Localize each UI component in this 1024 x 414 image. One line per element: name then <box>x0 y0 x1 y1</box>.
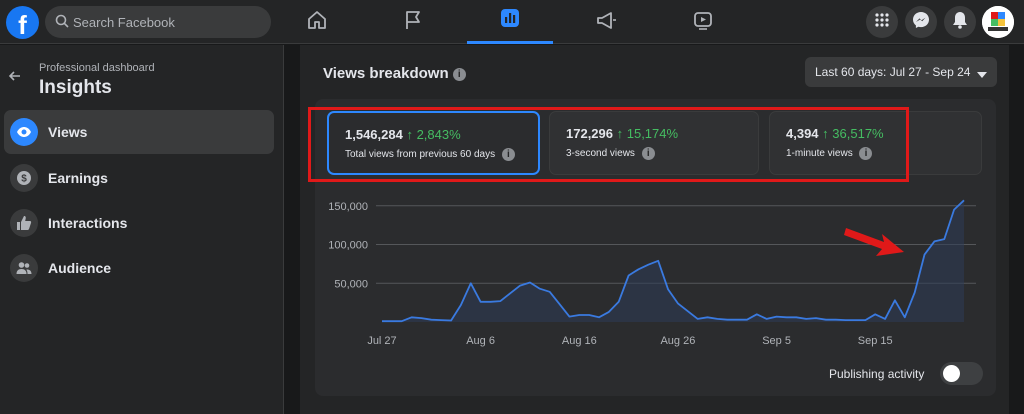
metric-card-3-second-views[interactable]: 172,296 ↑ 15,174% 3-second views i <box>549 111 759 175</box>
nav-tab-insights[interactable] <box>467 0 553 44</box>
menu-button[interactable] <box>866 6 898 38</box>
metric-change: ↑ 2,843% <box>406 127 461 142</box>
red-arrow-annotation <box>844 228 904 256</box>
metric-change: ↑ 15,174% <box>616 126 679 141</box>
metric-card-total-views[interactable]: 1,546,284 ↑ 2,843% Total views from prev… <box>327 111 540 175</box>
y-tick-label: 100,000 <box>328 240 368 252</box>
y-tick-label: 150,000 <box>328 201 368 213</box>
home-icon <box>306 9 328 36</box>
metric-value: 4,394 ↑ 36,517% <box>786 126 884 141</box>
publishing-activity-label: Publishing activity <box>829 367 925 381</box>
breadcrumb[interactable]: Professional dashboard <box>39 62 155 74</box>
nav-tab-home[interactable] <box>274 0 360 44</box>
section-title: Views breakdown i <box>323 65 466 82</box>
sidebar: Professional dashboard Insights Views $ … <box>0 45 284 414</box>
chart-area-fill <box>382 200 964 322</box>
toggle-knob <box>943 365 960 382</box>
publishing-activity-toggle[interactable] <box>940 362 983 385</box>
chart-series-line <box>382 199 965 323</box>
metric-label: Total views from previous 60 days i <box>345 148 515 161</box>
metric-change: ↑ 36,517% <box>822 126 884 141</box>
x-tick-label: Sep 15 <box>858 335 893 347</box>
sidebar-item-label: Interactions <box>48 215 128 231</box>
sidebar-item-earnings[interactable]: $ Earnings <box>4 156 274 200</box>
thumbs-up-icon <box>10 209 38 237</box>
metric-card-1-minute-views[interactable]: 4,394 ↑ 36,517% 1-minute views i <box>769 111 982 175</box>
metric-value: 172,296 ↑ 15,174% <box>566 126 679 141</box>
sidebar-item-views[interactable]: Views <box>4 110 274 154</box>
x-tick-label: Aug 16 <box>562 335 597 347</box>
date-range-label: Last 60 days: Jul 27 - Sep 24 <box>815 65 971 79</box>
metric-label: 1-minute views i <box>786 147 873 160</box>
nav-tab-video[interactable] <box>660 0 746 44</box>
notifications-button[interactable] <box>944 6 976 38</box>
info-icon[interactable]: i <box>859 147 873 160</box>
caret-down-icon <box>977 68 987 82</box>
sidebar-item-label: Audience <box>48 260 112 276</box>
back-arrow-icon[interactable] <box>8 69 22 88</box>
sidebar-item-interactions[interactable]: Interactions <box>4 201 274 245</box>
nav-tab-pages[interactable] <box>370 0 456 44</box>
svg-text:$: $ <box>21 174 27 185</box>
x-tick-label: Sep 5 <box>762 335 791 347</box>
y-tick-label: 50,000 <box>334 278 368 290</box>
info-icon[interactable]: i <box>501 148 515 161</box>
bell-icon <box>952 11 968 34</box>
nav-tab-ads[interactable] <box>563 0 649 44</box>
highlight-annotation-box <box>308 107 909 182</box>
x-tick-label: Aug 6 <box>466 335 495 347</box>
people-icon <box>10 254 38 282</box>
profile-avatar[interactable] <box>982 6 1014 38</box>
metric-label: 3-second views i <box>566 147 655 160</box>
info-icon[interactable]: i <box>452 67 466 81</box>
search-box[interactable] <box>45 6 271 38</box>
section-title-text: Views breakdown <box>323 65 449 82</box>
x-tick-label: Aug 26 <box>660 335 695 347</box>
avatar-logo-icon <box>982 6 1014 38</box>
search-icon <box>55 14 69 33</box>
x-tick-label: Jul 27 <box>367 335 396 347</box>
metric-value: 1,546,284 ↑ 2,843% <box>345 127 461 142</box>
megaphone-icon <box>595 9 617 36</box>
insights-icon <box>500 8 520 33</box>
messenger-button[interactable] <box>905 6 937 38</box>
sidebar-item-label: Views <box>48 124 88 140</box>
page-title: Insights <box>39 77 112 98</box>
info-icon[interactable]: i <box>641 147 655 160</box>
sidebar-item-label: Earnings <box>48 170 108 186</box>
eye-icon <box>10 118 38 146</box>
video-icon <box>692 9 714 36</box>
flag-icon <box>402 9 424 36</box>
date-range-dropdown[interactable]: Last 60 days: Jul 27 - Sep 24 <box>805 57 997 87</box>
top-navigation-bar: f <box>0 0 1024 44</box>
messenger-icon <box>912 11 930 34</box>
sidebar-item-audience[interactable]: Audience <box>4 246 274 290</box>
facebook-logo[interactable]: f <box>6 6 39 39</box>
search-input[interactable] <box>73 6 263 38</box>
dollar-icon: $ <box>10 164 38 192</box>
menu-grid-icon <box>874 12 890 33</box>
